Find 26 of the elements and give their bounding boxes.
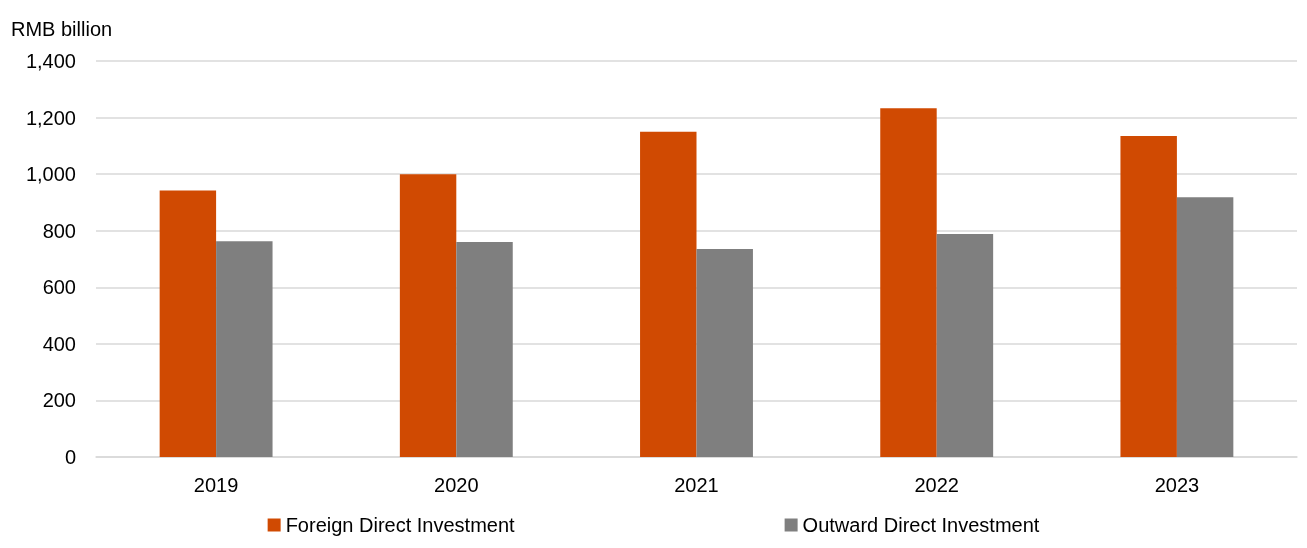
bar	[456, 242, 513, 457]
y-tick-label: 400	[42, 332, 76, 355]
y-tick-label: 600	[42, 276, 76, 299]
y-axis-title: RMB billion	[11, 18, 113, 40]
y-tick-label: 1,000	[25, 163, 76, 186]
y-tick-label: 200	[42, 389, 76, 412]
bar	[216, 241, 273, 457]
bar	[399, 174, 457, 457]
bar	[640, 131, 697, 457]
bar	[936, 234, 994, 457]
bar	[696, 249, 753, 457]
x-tick-label: 2019	[193, 474, 239, 496]
x-tick-label: 2022	[914, 474, 959, 496]
x-tick-label: 2021	[674, 474, 719, 496]
legend-label: Foreign Direct Investment	[285, 514, 516, 536]
legend-label: Outward Direct Investment	[802, 514, 1040, 536]
x-tick-label: 2023	[1154, 474, 1200, 496]
bar	[1176, 197, 1234, 457]
y-tick-label: 800	[42, 219, 76, 242]
y-tick-label: 1,200	[25, 106, 76, 129]
bar	[1120, 135, 1177, 457]
bar	[159, 190, 217, 457]
y-tick-label: 0	[64, 446, 76, 468]
x-tick-label: 2020	[434, 474, 479, 496]
bar	[880, 108, 937, 457]
y-tick-label: 1,400	[25, 50, 76, 72]
